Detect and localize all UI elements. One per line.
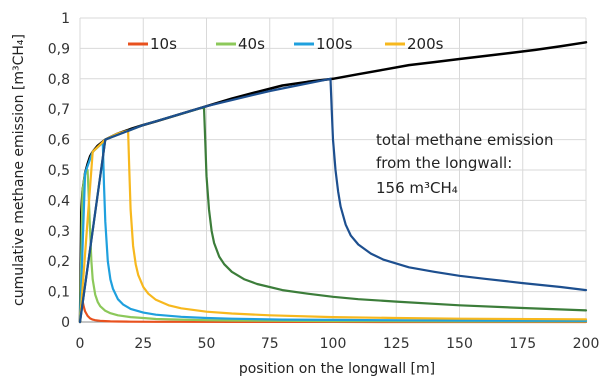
y-tick-label: 0,4 (48, 193, 70, 209)
series-line-curve-6 (78, 77, 588, 324)
y-tick-label: 0,8 (48, 72, 70, 88)
x-tick-label: 0 (76, 336, 85, 352)
series-group (78, 41, 588, 324)
y-axis-label: cumulative methane emission [m³CH₄] (11, 34, 27, 306)
x-tick-label: 100 (320, 336, 347, 352)
y-tick-label: 0,2 (48, 254, 70, 270)
y-tick-label: 0,6 (48, 133, 70, 149)
x-tick-label: 125 (383, 336, 410, 352)
y-tick-label: 0,3 (48, 224, 70, 240)
legend-label: 200s (407, 35, 444, 53)
annotation-line-3: 156 m³CH₄ (376, 179, 458, 197)
annotation-line-2: from the longwall: (376, 154, 512, 172)
x-tick-label: 175 (509, 336, 536, 352)
y-tick-label: 0,7 (48, 102, 70, 118)
y-tick-label: 1 (61, 11, 70, 27)
x-tick-label: 150 (446, 336, 473, 352)
legend: 10s 40s 100s 200s (128, 35, 444, 53)
y-tick-labels: 0 0,1 0,2 0,3 0,4 0,5 0,6 0,7 0,8 0,9 1 (48, 11, 70, 331)
legend-label: 100s (316, 35, 353, 53)
annotation-line-1: total methane emission (376, 131, 553, 149)
x-tick-label: 75 (261, 336, 279, 352)
x-tick-label: 25 (134, 336, 152, 352)
x-tick-label: 200 (573, 336, 600, 352)
y-tick-label: 0,9 (48, 41, 70, 57)
series-line-100s (78, 141, 588, 324)
y-tick-label: 0,5 (48, 163, 70, 179)
annotation: total methane emission from the longwall… (376, 131, 553, 197)
legend-label: 10s (150, 35, 177, 53)
x-axis-label: position on the longwall [m] (239, 361, 435, 377)
legend-label: 40s (238, 35, 265, 53)
y-tick-label: 0 (61, 315, 70, 331)
y-tick-label: 0,1 (48, 285, 70, 301)
x-tick-label: 50 (198, 336, 216, 352)
x-tick-labels: 0 25 50 75 100 125 150 175 200 (76, 336, 600, 352)
